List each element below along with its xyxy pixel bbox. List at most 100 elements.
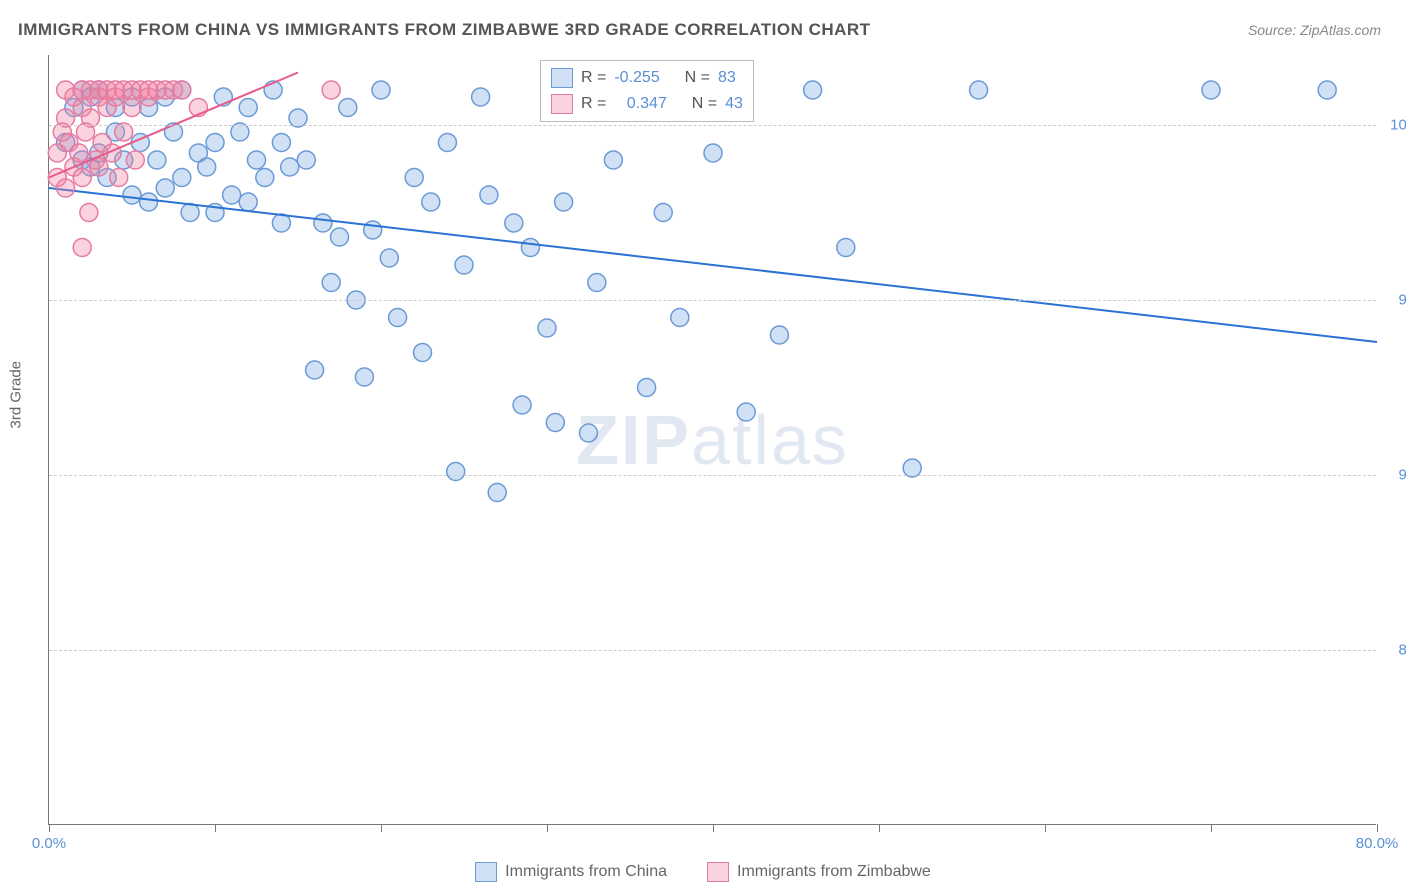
gridline [49,475,1376,476]
gridline [49,650,1376,651]
data-point [970,81,988,99]
data-point [123,186,141,204]
x-tick [879,824,880,832]
data-point [538,319,556,337]
data-point [272,214,290,232]
chart-title: IMMIGRANTS FROM CHINA VS IMMIGRANTS FROM… [18,20,871,40]
data-point [331,228,349,246]
y-tick-label: 85.0% [1398,642,1406,659]
x-tick-label: 80.0% [1356,835,1399,852]
gridline [49,300,1376,301]
data-point [90,158,108,176]
data-point [422,193,440,211]
y-tick-label: 95.0% [1398,292,1406,309]
data-point [239,99,257,117]
data-point [604,151,622,169]
data-point [322,81,340,99]
data-point [455,256,473,274]
data-point [588,274,606,292]
series-legend: Immigrants from China Immigrants from Zi… [0,862,1406,882]
data-point [580,424,598,442]
x-tick [547,824,548,832]
data-point [488,484,506,502]
data-point [372,81,390,99]
data-point [1202,81,1220,99]
data-point [546,414,564,432]
x-tick [1045,824,1046,832]
data-point [306,361,324,379]
swatch-zimbabwe-icon [707,862,729,882]
chart-plot-area: ZIPatlas 85.0%90.0%95.0%100.0%0.0%80.0% [48,55,1376,825]
data-point [73,239,91,257]
data-point [256,169,274,187]
swatch-china-icon [475,862,497,882]
data-point [472,88,490,106]
y-axis-label: 3rd Grade [8,361,25,429]
data-point [837,239,855,257]
data-point [198,158,216,176]
x-tick [713,824,714,832]
data-point [173,169,191,187]
data-point [110,169,128,187]
data-point [80,204,98,222]
x-tick-label: 0.0% [32,835,66,852]
data-point [123,99,141,117]
data-point [223,186,241,204]
data-point [389,309,407,327]
swatch-china [551,68,573,88]
data-point [804,81,822,99]
data-point [297,151,315,169]
data-point [505,214,523,232]
legend-item-china: Immigrants from China [475,862,667,882]
legend-label: Immigrants from China [505,863,667,881]
data-point [521,239,539,257]
data-point [480,186,498,204]
y-tick-label: 90.0% [1398,467,1406,484]
data-point [638,379,656,397]
data-point [140,193,158,211]
data-point [57,179,75,197]
trend-line [49,188,1377,342]
data-point [206,134,224,152]
data-point [322,274,340,292]
scatter-plot-svg [49,55,1376,824]
data-point [126,151,144,169]
data-point [156,179,174,197]
x-tick [1377,824,1378,832]
data-point [272,134,290,152]
data-point [654,204,672,222]
data-point [770,326,788,344]
data-point [704,144,722,162]
data-point [355,368,373,386]
data-point [248,151,266,169]
data-point [380,249,398,267]
y-tick-label: 100.0% [1390,117,1406,134]
data-point [555,193,573,211]
data-point [314,214,332,232]
correlation-legend: R = -0.255 N = 83 R = 0.347 N = 43 [540,60,754,122]
data-point [438,134,456,152]
x-tick [381,824,382,832]
data-point [364,221,382,239]
swatch-zimbabwe [551,94,573,114]
data-point [414,344,432,362]
legend-item-zimbabwe: Immigrants from Zimbabwe [707,862,931,882]
data-point [173,81,191,99]
data-point [671,309,689,327]
data-point [70,144,88,162]
legend-label: Immigrants from Zimbabwe [737,863,931,881]
x-tick [215,824,216,832]
legend-row-zimbabwe: R = 0.347 N = 43 [551,91,743,117]
data-point [73,169,91,187]
data-point [339,99,357,117]
data-point [181,204,199,222]
data-point [447,463,465,481]
legend-row-china: R = -0.255 N = 83 [551,65,743,91]
data-point [148,151,166,169]
data-point [281,158,299,176]
data-point [513,396,531,414]
data-point [737,403,755,421]
gridline [49,125,1376,126]
x-tick [1211,824,1212,832]
source-attribution: Source: ZipAtlas.com [1248,22,1381,38]
